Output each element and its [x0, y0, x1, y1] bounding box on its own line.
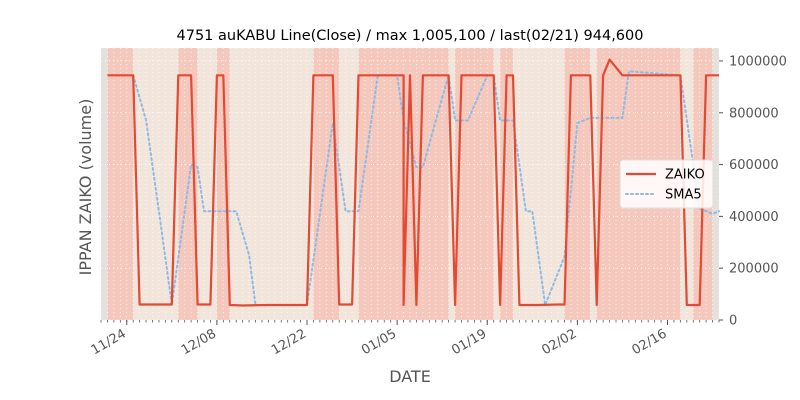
y-axis-label: IPPAN ZAIKO (volume) [76, 99, 95, 276]
x-tick-label: 01/19 [449, 326, 489, 358]
x-axis-label: DATE [389, 367, 431, 386]
y-tick-label: 1000000 [729, 54, 787, 69]
y-tick-label: 600000 [729, 158, 779, 173]
y-tick-label: 200000 [729, 262, 779, 277]
series-line-zaiko [107, 58, 719, 307]
highlight-band [358, 48, 404, 320]
x-tick-label: 12/08 [179, 326, 219, 358]
y-axis: 0 200000 400000 600000 800000 1000000 [719, 54, 787, 329]
edge-strip [101, 48, 107, 320]
x-tick-label: 02/02 [539, 326, 579, 358]
y-tick-label: 800000 [729, 106, 779, 121]
chart-legend: ZAIKO SMA5 [619, 159, 714, 209]
series-line-sma5 [132, 70, 720, 306]
y-tick-label: 400000 [729, 210, 779, 225]
chart-title: 4751 auKABU Line(Close) / max 1,005,100 … [177, 28, 644, 44]
x-axis: 11/24 12/08 12/22 01/05 01/19 02/02 02/16 [89, 320, 720, 358]
edge-strip [713, 48, 719, 320]
series-lines [107, 58, 720, 307]
y-tick-label: 0 [729, 314, 737, 329]
legend-label-sma5: SMA5 [665, 188, 702, 203]
x-tick-label: 02/16 [630, 326, 670, 358]
x-tick-label: 01/05 [359, 326, 399, 358]
x-tick-label: 12/22 [269, 326, 309, 358]
x-tick-label: 11/24 [89, 326, 129, 358]
legend-box [619, 159, 714, 209]
legend-label-zaiko: ZAIKO [665, 168, 705, 183]
